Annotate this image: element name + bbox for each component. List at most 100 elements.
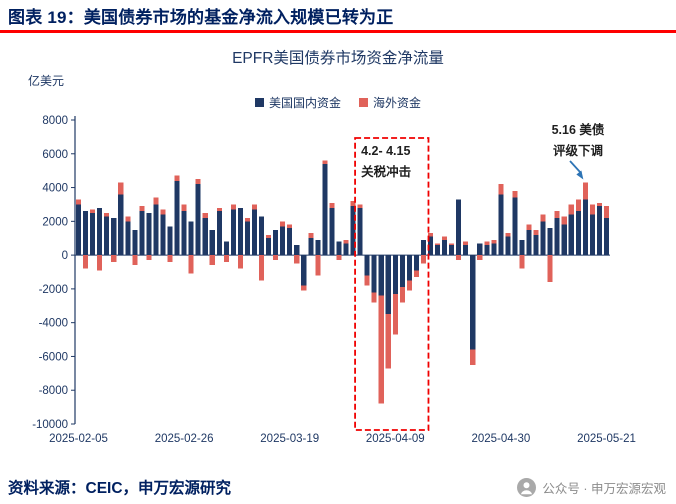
bar-domestic xyxy=(336,241,342,256)
bar-domestic xyxy=(230,209,236,256)
bar-overseas xyxy=(350,201,356,207)
bar-domestic xyxy=(456,199,462,256)
bar-overseas xyxy=(343,239,349,244)
bar-overseas xyxy=(442,236,448,240)
bar-domestic xyxy=(385,255,391,315)
bar-overseas xyxy=(118,182,124,195)
bar-overseas xyxy=(287,224,293,229)
bar-domestic xyxy=(287,228,293,256)
tariff-annotation-line1: 4.2- 4.15 xyxy=(361,144,410,158)
bar-overseas xyxy=(315,255,321,276)
y-tick-label: -8000 xyxy=(39,385,68,397)
bar-overseas xyxy=(202,212,208,218)
bar-overseas xyxy=(167,255,173,262)
bar-domestic xyxy=(90,212,96,256)
tariff-shock-box xyxy=(354,137,430,431)
y-tick-label: 6000 xyxy=(42,149,68,161)
bar-domestic xyxy=(188,221,194,256)
bar-overseas xyxy=(223,255,229,262)
bar-overseas xyxy=(519,255,525,269)
bar-domestic xyxy=(273,229,279,256)
y-tick-label: 8000 xyxy=(42,115,68,127)
bar-domestic xyxy=(596,206,602,256)
bar-overseas xyxy=(181,204,187,212)
bar-overseas xyxy=(420,255,426,264)
bar-overseas xyxy=(146,255,152,261)
bar-overseas xyxy=(75,199,82,205)
bar-overseas xyxy=(547,255,553,283)
bar-domestic xyxy=(484,244,490,256)
bar-domestic xyxy=(540,221,546,256)
y-tick-label: -2000 xyxy=(39,284,68,296)
bar-domestic xyxy=(364,255,370,276)
bar-overseas xyxy=(153,197,159,205)
bar-overseas xyxy=(533,229,539,235)
bar-domestic xyxy=(301,255,307,286)
bar-domestic xyxy=(223,241,229,256)
bar-overseas xyxy=(596,202,602,207)
bar-domestic xyxy=(392,255,398,294)
bar-domestic xyxy=(125,221,131,256)
bar-domestic xyxy=(132,229,138,256)
x-tick-label: 2025-04-09 xyxy=(366,433,425,445)
bar-overseas xyxy=(357,204,363,208)
bar-domestic xyxy=(491,243,497,256)
y-tick-label: 0 xyxy=(62,250,68,262)
bar-domestic xyxy=(526,229,532,256)
bar-domestic xyxy=(202,217,208,256)
x-tick-label: 2025-05-21 xyxy=(577,433,636,445)
bar-overseas xyxy=(582,182,588,200)
y-tick-label: -4000 xyxy=(39,318,68,330)
bar-overseas xyxy=(329,202,335,208)
bar-domestic xyxy=(139,211,145,256)
bar-domestic xyxy=(498,194,504,256)
bar-domestic xyxy=(603,217,610,256)
bar-domestic xyxy=(477,243,483,256)
rating-arrow-head xyxy=(576,170,584,180)
bar-overseas xyxy=(294,255,300,264)
bar-overseas xyxy=(371,292,377,303)
bar-domestic xyxy=(399,255,405,288)
bar-domestic xyxy=(181,211,187,256)
legend-label-domestic: 美国国内资金 xyxy=(268,96,341,110)
bar-overseas xyxy=(392,293,398,335)
bar-domestic xyxy=(449,244,455,256)
x-tick-label: 2025-02-26 xyxy=(155,433,214,445)
bar-domestic xyxy=(413,255,419,271)
bar-domestic xyxy=(434,244,441,256)
bar-overseas xyxy=(132,255,138,266)
figure-header: 图表 19：美国债券市场的基金净流入规模已转为正 xyxy=(0,0,676,33)
bar-overseas xyxy=(512,190,518,198)
bar-domestic xyxy=(442,239,448,256)
bar-overseas xyxy=(90,209,96,213)
bar-overseas xyxy=(603,206,610,218)
bar-overseas xyxy=(188,255,194,274)
bar-overseas xyxy=(463,241,469,245)
bar-domestic xyxy=(505,236,511,256)
bar-overseas xyxy=(434,243,441,245)
bar-domestic xyxy=(519,239,525,256)
y-tick-label: 4000 xyxy=(42,183,68,195)
bar-domestic xyxy=(561,224,567,256)
bar-domestic xyxy=(470,255,476,350)
bar-domestic xyxy=(216,211,222,256)
bar-domestic xyxy=(83,211,89,256)
footer: 资料来源：CEIC，申万宏源研究 公众号 · 申万宏源宏观 xyxy=(8,476,666,498)
bar-overseas xyxy=(174,175,180,181)
legend-item-overseas: 海外资金 xyxy=(359,94,421,111)
bar-domestic xyxy=(343,243,349,256)
bar-domestic xyxy=(554,217,560,256)
bar-domestic xyxy=(153,204,159,256)
bar-domestic xyxy=(209,229,215,256)
bar-overseas xyxy=(322,160,328,164)
bar-overseas xyxy=(399,287,405,303)
bar-overseas xyxy=(273,255,279,261)
bar-domestic xyxy=(111,217,117,256)
bar-domestic xyxy=(378,255,384,296)
bar-domestic xyxy=(97,207,103,256)
bar-overseas xyxy=(449,243,455,245)
rating-annotation-line2: 评级下调 xyxy=(553,143,603,158)
bar-chart-svg: 8000 6000 4000 2000 0 -2000 -4000 -6000 -8000 -10… xyxy=(32,115,636,445)
chart-title: EPFR美国债券市场资金净流量 xyxy=(232,50,444,67)
